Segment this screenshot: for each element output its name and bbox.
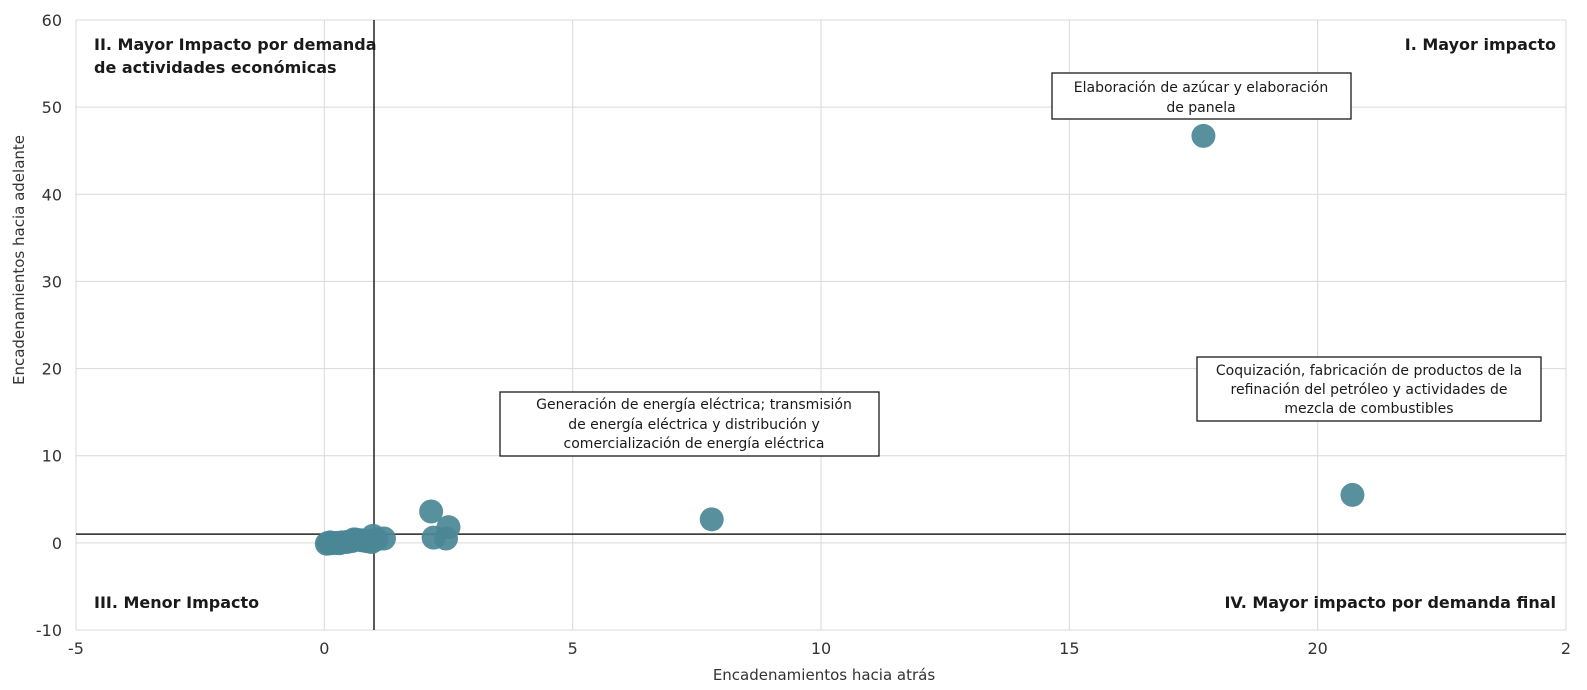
quadrant-labels: I. Mayor impacto II. Mayor Impacto por d… — [94, 35, 1556, 612]
x-tick-label: 20 — [1307, 639, 1327, 658]
y-tick-label: -10 — [36, 621, 62, 640]
quadrant-II-label-line1: II. Mayor Impacto por demanda — [94, 35, 377, 54]
annotation-line: Generación de energía eléctrica; transmi… — [536, 397, 852, 413]
data-point — [419, 499, 444, 524]
data-point — [434, 526, 459, 551]
annotation-box — [1051, 72, 1352, 120]
annotation-line: de panela — [1166, 100, 1235, 116]
annotation-line: Coquización, fabricación de productos de… — [1216, 363, 1522, 379]
x-axis-label: Encadenamientos hacia atrás — [713, 666, 936, 684]
data-point — [699, 507, 724, 532]
data-point — [354, 529, 379, 554]
x-tick-label: 0 — [319, 639, 329, 658]
annotation-box — [1196, 356, 1542, 422]
x-tick-label: -5 — [68, 639, 84, 658]
annotations: Elaboración de azúcar y elaboración de p… — [499, 72, 1542, 457]
annotation-line: mezcla de combustibles — [1284, 401, 1453, 417]
quadrant-III-label: III. Menor Impacto — [94, 593, 259, 612]
x-tick-label: 5 — [568, 639, 578, 658]
y-axis-label: Encadenamientos hacia adelante — [10, 135, 28, 385]
annotation-line: refinación del petróleo y actividades de — [1231, 382, 1508, 398]
y-tick-label: 40 — [42, 185, 62, 204]
annotation-box — [499, 391, 880, 457]
data-point — [1340, 482, 1365, 507]
quadrant-II-label-line2: de actividades económicas — [94, 58, 337, 77]
y-tick-label: 10 — [42, 447, 62, 466]
annotation-azucar: Elaboración de azúcar y elaboración de p… — [1051, 72, 1352, 120]
x-tick-label: 15 — [1059, 639, 1079, 658]
y-tick-label: 30 — [42, 272, 62, 291]
quadrant-I-label: I. Mayor impacto — [1405, 35, 1556, 54]
annotation-line: Elaboración de azúcar y elaboración — [1074, 80, 1328, 96]
tick-labels: -5 0 5 10 15 20 2 -10 0 10 20 30 40 50 60 — [36, 11, 1571, 658]
y-tick-label: 20 — [42, 360, 62, 379]
annotation-line: comercialización de energía eléctrica — [564, 436, 825, 452]
data-point — [1191, 123, 1216, 148]
annotation-energia: Generación de energía eléctrica; transmi… — [499, 391, 880, 457]
x-tick-label: 2 — [1561, 639, 1571, 658]
y-tick-label: 60 — [42, 11, 62, 30]
annotation-coquizacion: Coquización, fabricación de productos de… — [1196, 356, 1542, 422]
x-tick-label: 10 — [811, 639, 831, 658]
y-tick-label: 50 — [42, 98, 62, 117]
quadrant-IV-label: IV. Mayor impacto por demanda final — [1224, 593, 1556, 612]
y-tick-label: 0 — [52, 534, 62, 553]
annotation-line: de energía eléctrica y distribución y — [568, 417, 820, 433]
data-points — [314, 123, 1365, 556]
